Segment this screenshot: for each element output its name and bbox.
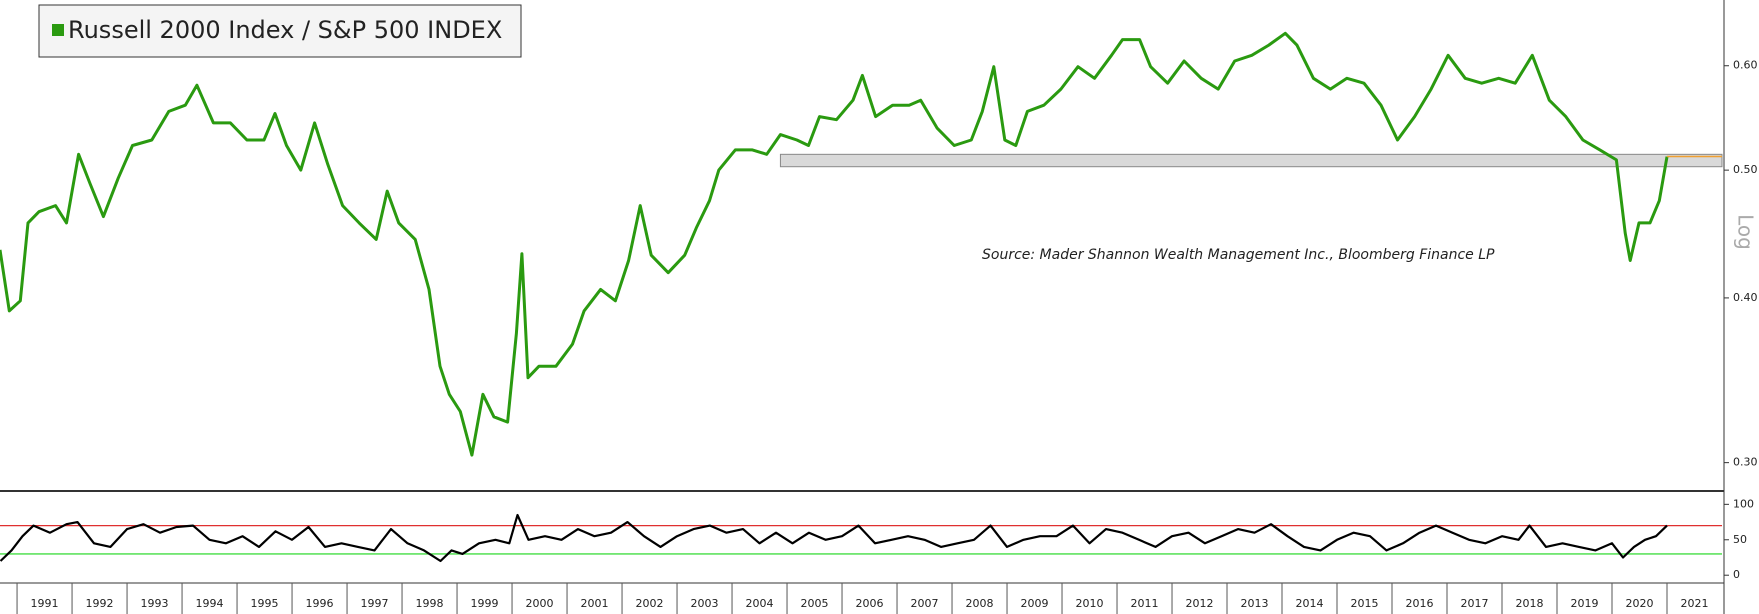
legend-box [38, 4, 522, 58]
x-tick-label: 2021 [1681, 597, 1709, 610]
x-tick-label: 2003 [691, 597, 719, 610]
x-tick-label: 2012 [1186, 597, 1214, 610]
x-tick-label: 2008 [966, 597, 994, 610]
x-tick-label: 2009 [1021, 597, 1049, 610]
x-tick-label: 2001 [581, 597, 609, 610]
y-tick-label: 0.60 [1733, 59, 1758, 72]
x-tick-label: 2014 [1296, 597, 1324, 610]
highlight-band [779, 153, 1723, 168]
x-tick-label: 1997 [361, 597, 389, 610]
x-tick-label: 1996 [306, 597, 334, 610]
y-axis-label: Log [1734, 214, 1758, 250]
x-tick-label: 1993 [141, 597, 169, 610]
x-tick-label: 1998 [416, 597, 444, 610]
x-tick-label: 2020 [1626, 597, 1654, 610]
y-tick-label: 50 [1733, 533, 1747, 546]
series-line [0, 31, 1669, 457]
x-tick-label: 1994 [196, 597, 224, 610]
x-tick-label: 2002 [636, 597, 664, 610]
y-tick-label: 0.40 [1733, 291, 1758, 304]
x-tick-label: 2004 [746, 597, 774, 610]
y-tick-label: 0.30 [1733, 456, 1758, 469]
x-tick-label: 2007 [911, 597, 939, 610]
x-tick-label: 2010 [1076, 597, 1104, 610]
y-tick-label: 0.50 [1733, 163, 1758, 176]
series-line [0, 513, 1668, 563]
y-tick-label: 0 [1733, 568, 1740, 581]
legend-swatch [52, 24, 64, 36]
x-tick-label: 2006 [856, 597, 884, 610]
x-tick-label: 2017 [1461, 597, 1489, 610]
annotation: Source: Mader Shannon Wealth Management … [982, 247, 1495, 263]
x-tick-label: 2013 [1241, 597, 1269, 610]
y-tick-label: 100 [1733, 497, 1754, 510]
x-tick-label: 2018 [1516, 597, 1544, 610]
legend-label: Russell 2000 Index / S&P 500 INDEX [68, 16, 502, 44]
x-tick-label: 2000 [526, 597, 554, 610]
x-tick-label: 1992 [86, 597, 114, 610]
x-tick-label: 1995 [251, 597, 279, 610]
x-tick-label: 1999 [471, 597, 499, 610]
legend: Russell 2000 Index / S&P 500 INDEX [38, 4, 522, 58]
x-tick-label: 2019 [1571, 597, 1599, 610]
x-tick-label: 2005 [801, 597, 829, 610]
x-tick-label: 2011 [1131, 597, 1159, 610]
x-tick-label: 2016 [1406, 597, 1434, 610]
x-tick-label: 2015 [1351, 597, 1379, 610]
x-tick-label: 1991 [31, 597, 59, 610]
